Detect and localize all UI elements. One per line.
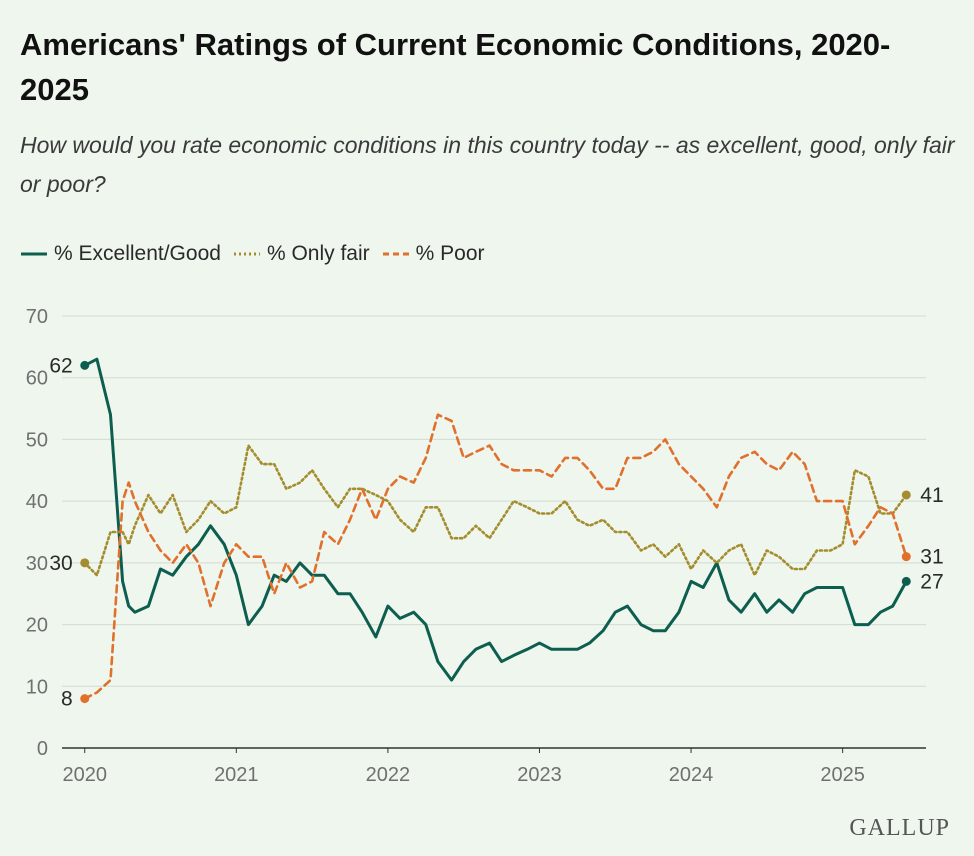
legend-label-poor: % Poor — [415, 242, 485, 265]
y-tick-label: 10 — [26, 676, 48, 698]
endpoint-label: 30 — [49, 552, 72, 575]
legend-item-only-fair: % Only fair — [233, 242, 370, 266]
y-tick-label: 40 — [26, 491, 48, 513]
legend-item-excellent-good: % Excellent/Good — [20, 242, 221, 266]
y-tick-label: 50 — [26, 429, 48, 451]
y-tick-label: 0 — [37, 738, 48, 760]
series-line-only-fair — [83, 444, 908, 577]
series-line-poor — [83, 413, 908, 700]
y-tick-label: 60 — [26, 368, 48, 390]
x-tick-label: 2022 — [366, 764, 411, 786]
y-tick-label: 70 — [26, 306, 48, 328]
endpoint-dot — [901, 576, 911, 586]
x-tick-label: 2024 — [669, 764, 714, 786]
chart-title: Americans' Ratings of Current Economic C… — [20, 27, 891, 107]
y-tick-label: 20 — [26, 615, 48, 637]
endpoint-label: 41 — [920, 484, 943, 507]
legend-swatch-only-fair — [233, 249, 261, 259]
legend-item-poor: % Poor — [382, 242, 485, 266]
endpoint-dot — [901, 490, 911, 500]
gallup-logo: GALLUP — [849, 815, 950, 841]
x-tick-label: 2023 — [517, 764, 562, 786]
endpoint-label: 27 — [920, 570, 943, 593]
legend-label-excellent-good: % Excellent/Good — [54, 242, 221, 265]
endpoint-label: 8 — [61, 688, 73, 711]
x-tick-label: 2020 — [62, 764, 107, 786]
x-tick-label: 2021 — [214, 764, 259, 786]
x-tick-label: 2025 — [820, 764, 865, 786]
endpoint-dot — [80, 360, 90, 370]
legend-label-only-fair: % Only fair — [266, 242, 370, 265]
endpoint-dot — [901, 552, 911, 562]
legend-swatch-poor — [382, 249, 410, 259]
y-tick-label: 30 — [26, 553, 48, 575]
legend-swatch-excellent-good — [20, 249, 48, 259]
endpoint-dot — [80, 694, 90, 704]
endpoint-dot — [80, 558, 90, 568]
chart-legend: % Excellent/Good % Only fair % Poor — [20, 238, 497, 270]
chart-subtitle: How would you rate economic conditions i… — [20, 132, 955, 197]
endpoint-label: 31 — [920, 546, 943, 569]
endpoint-label: 62 — [49, 354, 72, 377]
series-line-excellent-good — [83, 357, 908, 682]
